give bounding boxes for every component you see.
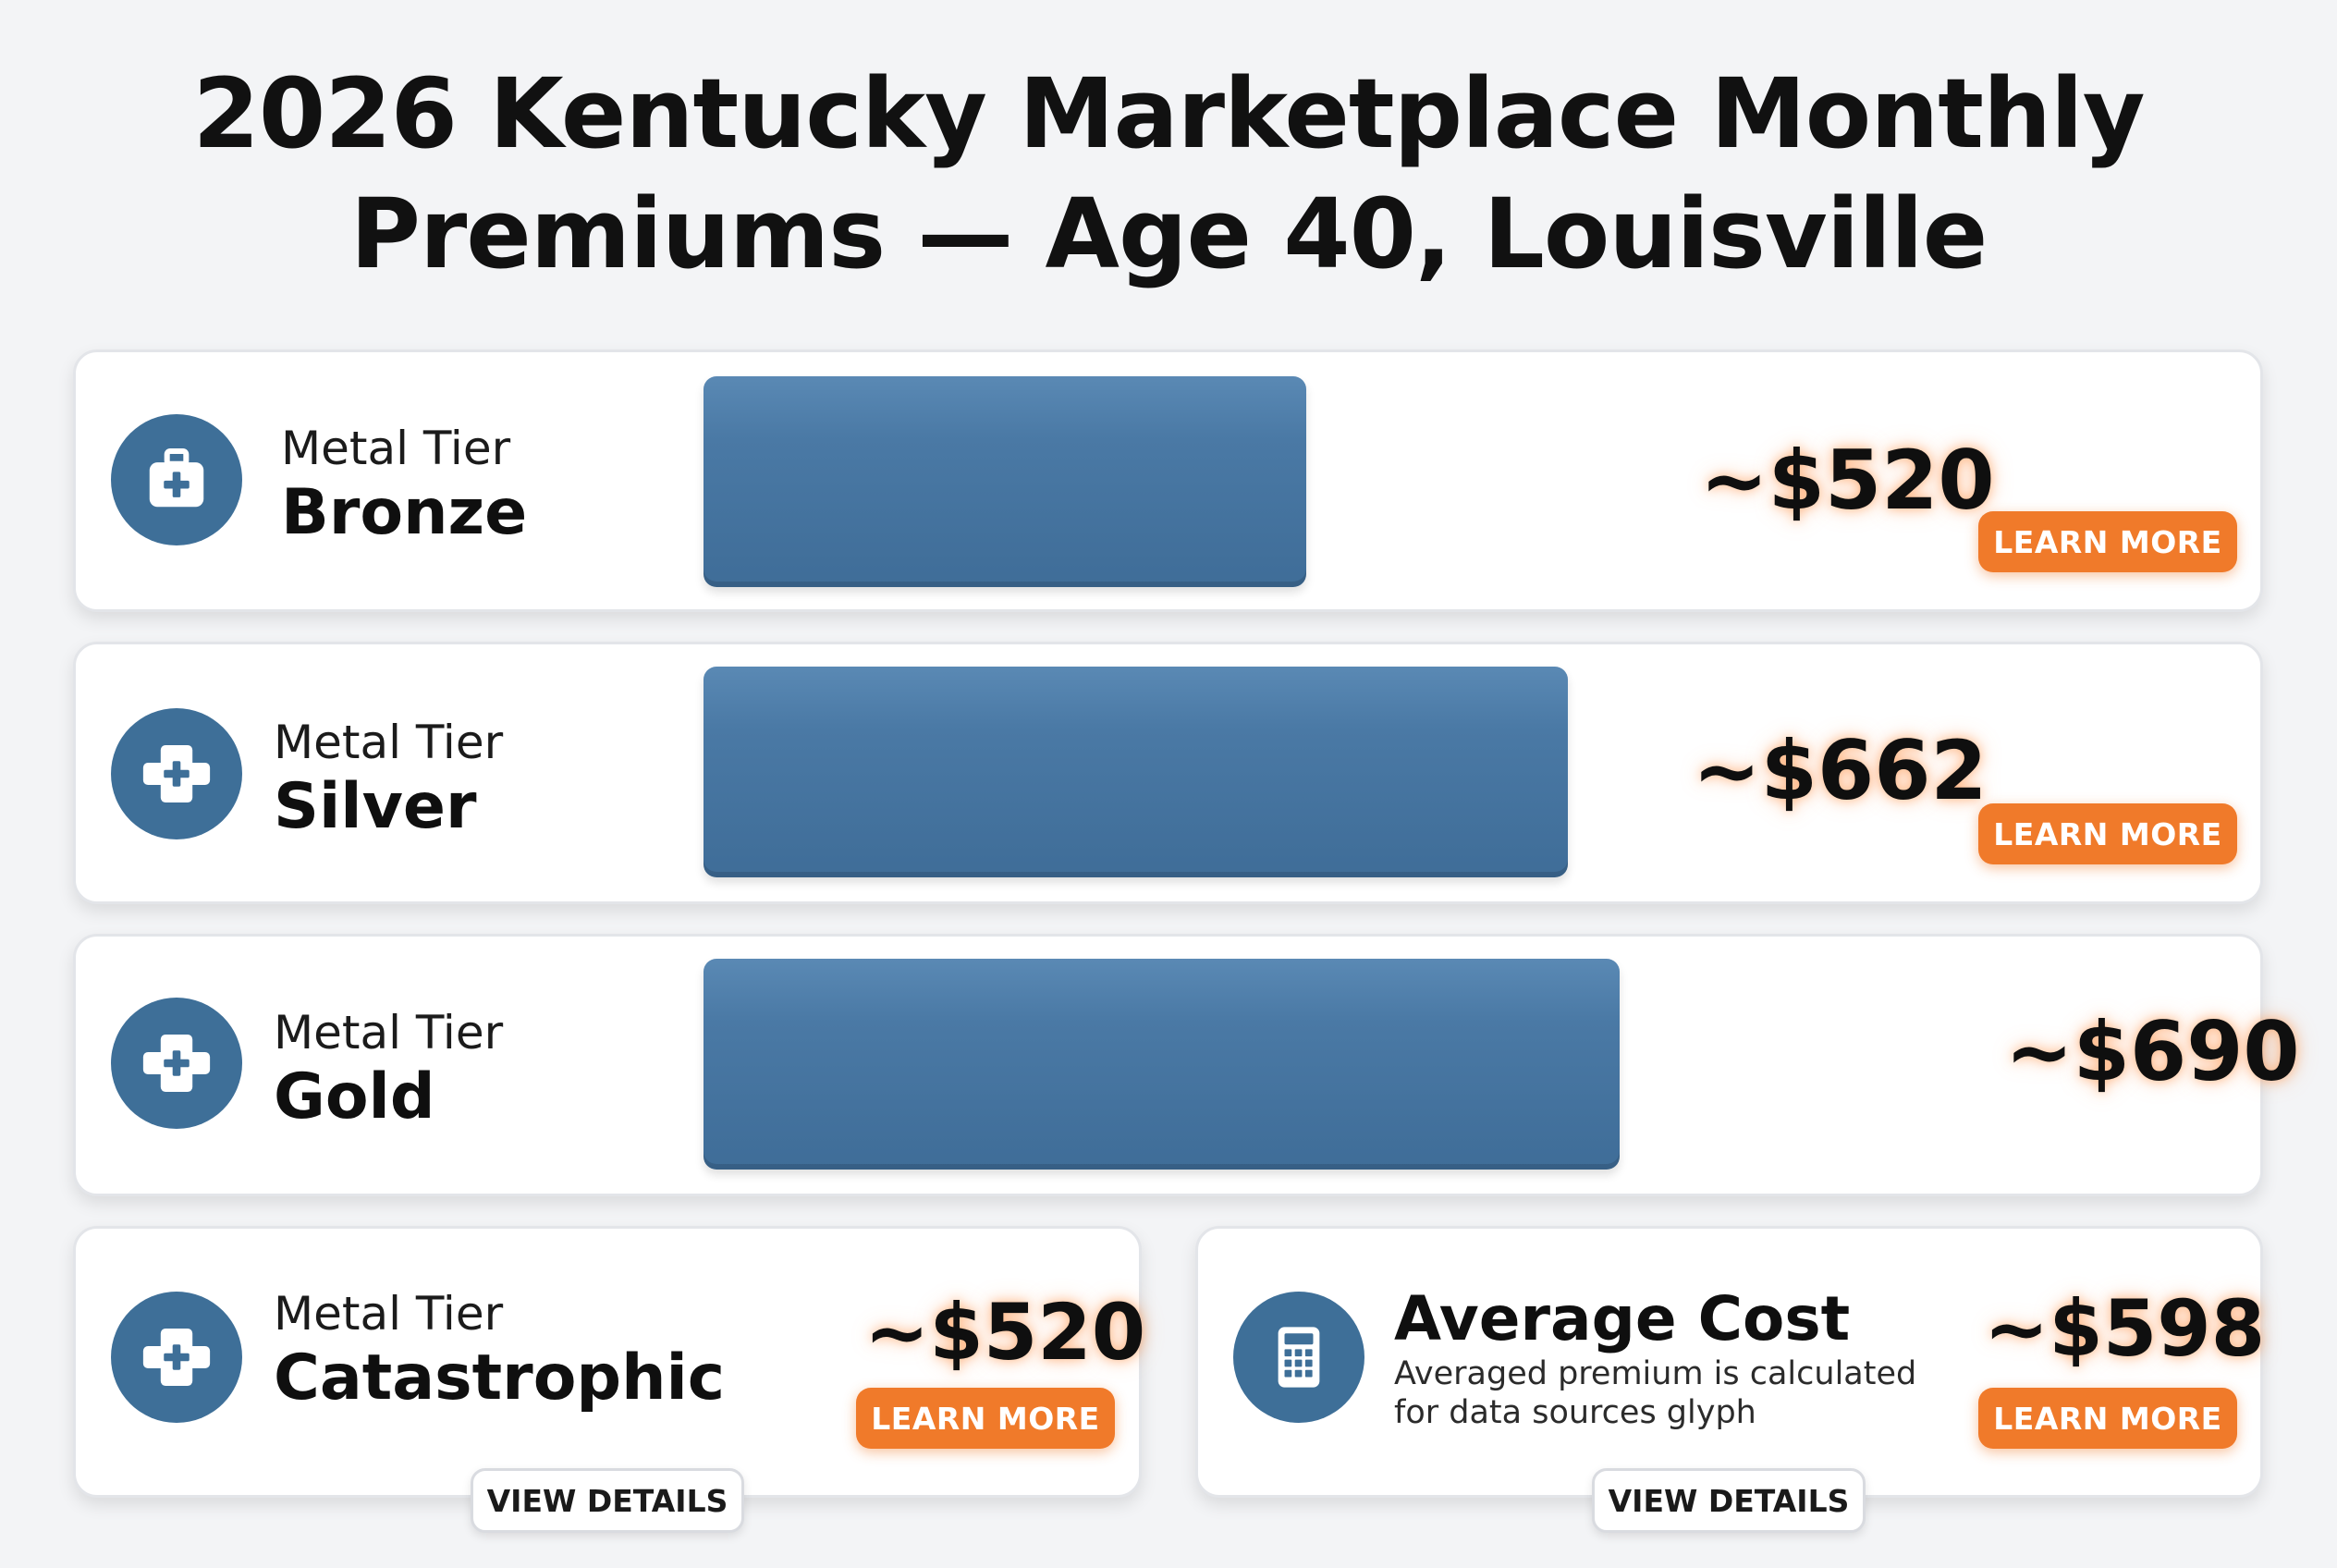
bar-silver	[704, 667, 1569, 877]
catastrophic-card: Metal Tier Catastrophic ~$520 LEARN MORE	[73, 1226, 1146, 1498]
average-cost-description-line-2: for data sources glyph	[1394, 1394, 1756, 1431]
bar-gold	[704, 959, 1621, 1170]
bar-bronze	[704, 376, 1306, 587]
average-cost-learn-more-button[interactable]: LEARN MORE	[1978, 1388, 2237, 1449]
chart-title: 2026 Kentucky Marketplace Monthly Premiu…	[0, 54, 2337, 294]
title-line-2: Premiums — Age 40, Louisville	[349, 178, 1988, 290]
bronze-tier-prefix: Metal Tier	[281, 422, 511, 475]
catastrophic-tier-label: Catastrophic	[274, 1341, 726, 1415]
silver-value-label: ~$662	[1693, 723, 1988, 818]
gold-tier-label: Gold	[274, 1060, 435, 1133]
medical-kit-icon	[111, 414, 242, 545]
gold-value-label: ~$690	[2005, 1004, 2300, 1099]
bronze-value-label: ~$520	[1700, 433, 1995, 528]
medical-cross-icon	[111, 1292, 242, 1423]
catastrophic-learn-more-button[interactable]: LEARN MORE	[856, 1388, 1115, 1449]
medical-cross-icon	[111, 998, 242, 1129]
title-line-1: 2026 Kentucky Marketplace Monthly	[192, 57, 2146, 170]
bronze-tier-label: Bronze	[281, 476, 528, 549]
silver-card: Metal Tier Silver ~$662 LEARN MORE	[73, 642, 2263, 904]
catastrophic-value-label: ~$520	[864, 1287, 1146, 1378]
average-cost-view-details-button[interactable]: VIEW DETAILS	[1592, 1468, 1866, 1533]
silver-learn-more-button[interactable]: LEARN MORE	[1978, 803, 2237, 864]
catastrophic-tier-prefix: Metal Tier	[274, 1287, 504, 1341]
gold-card: Metal Tier Gold ~$690	[73, 934, 2300, 1196]
silver-tier-label: Silver	[274, 770, 477, 843]
average-cost-value-label: ~$598	[1984, 1283, 2266, 1374]
calculator-icon	[1233, 1292, 1364, 1423]
average-cost-card: Average Cost Averaged premium is calcula…	[1195, 1226, 2266, 1498]
average-cost-description-line-1: Averaged premium is calculated	[1394, 1355, 1917, 1392]
silver-tier-prefix: Metal Tier	[274, 716, 504, 769]
bronze-learn-more-button[interactable]: LEARN MORE	[1978, 511, 2237, 572]
gold-tier-prefix: Metal Tier	[274, 1006, 504, 1060]
average-cost-title: Average Cost	[1394, 1283, 1851, 1354]
medical-cross-icon	[111, 708, 242, 839]
bronze-card: Metal Tier Bronze ~$520 LEARN MORE	[73, 349, 2263, 612]
catastrophic-view-details-button[interactable]: VIEW DETAILS	[471, 1468, 744, 1533]
